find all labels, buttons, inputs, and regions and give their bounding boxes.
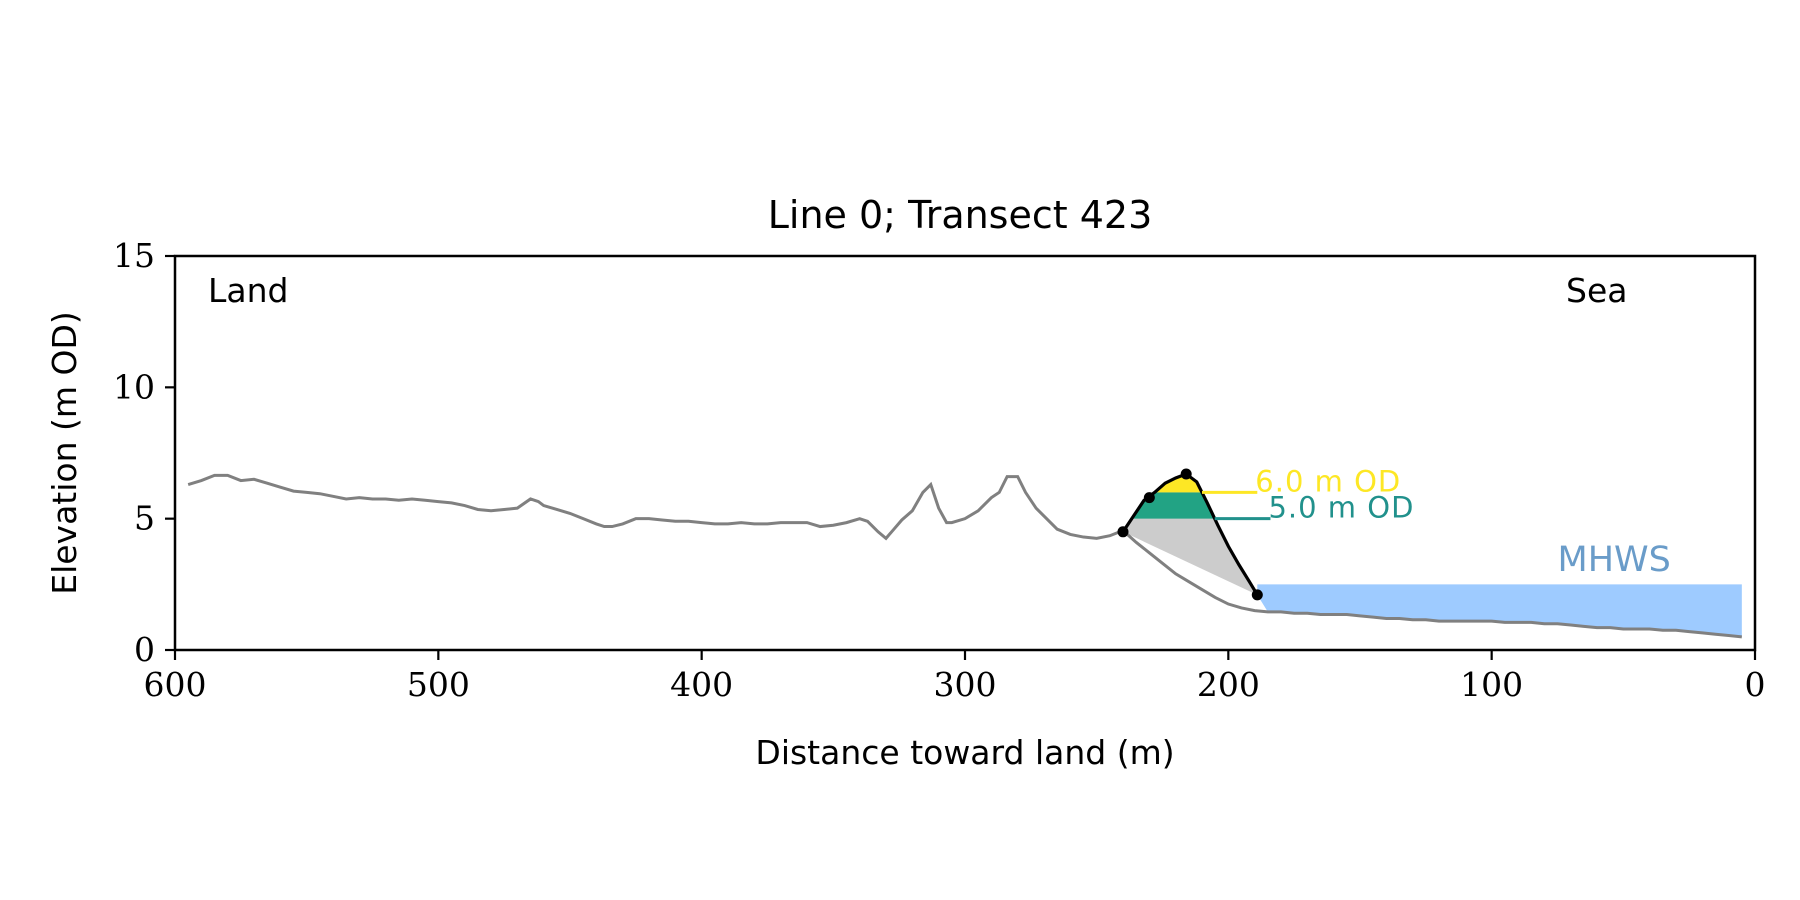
dune-point-1 (1143, 492, 1155, 504)
mhws-label: MHWS (1558, 540, 1671, 580)
y-tick-label-5: 5 (134, 499, 155, 538)
x-tick-label-200: 200 (1197, 665, 1260, 704)
x-tick-label-400: 400 (670, 665, 733, 704)
x-tick-label-300: 300 (934, 665, 997, 704)
level-label-1: 5.0 m OD (1268, 491, 1414, 525)
sea-label: Sea (1566, 271, 1627, 310)
dune-point-0 (1117, 526, 1129, 538)
y-tick-label-0: 0 (134, 630, 155, 669)
x-tick-label-0: 0 (1745, 665, 1766, 704)
water-area (1257, 584, 1742, 637)
y-tick-label-15: 15 (113, 236, 155, 275)
land-label: Land (208, 271, 288, 310)
x-tick-label-500: 500 (407, 665, 470, 704)
chart-title: Line 0; Transect 423 (768, 193, 1153, 237)
y-axis-label: Elevation (m OD) (45, 311, 84, 595)
level-label-0: 6.0 m OD (1255, 464, 1401, 498)
dune-point-3 (1251, 589, 1263, 601)
x-tick-label-100: 100 (1460, 665, 1523, 704)
x-axis-ticks: 600 500 400 300 200 100 0 (144, 650, 1766, 704)
profile-line (187, 473, 1742, 639)
y-axis-ticks: 0 5 10 15 (113, 236, 175, 669)
x-tick-label-600: 600 (144, 665, 207, 704)
plot-area: 6.0 m OD5.0 m OD MHWS (187, 464, 1742, 639)
y-tick-label-10: 10 (113, 367, 155, 406)
x-axis-label: Distance toward land (m) (755, 733, 1174, 772)
dune-point-2 (1180, 468, 1192, 480)
